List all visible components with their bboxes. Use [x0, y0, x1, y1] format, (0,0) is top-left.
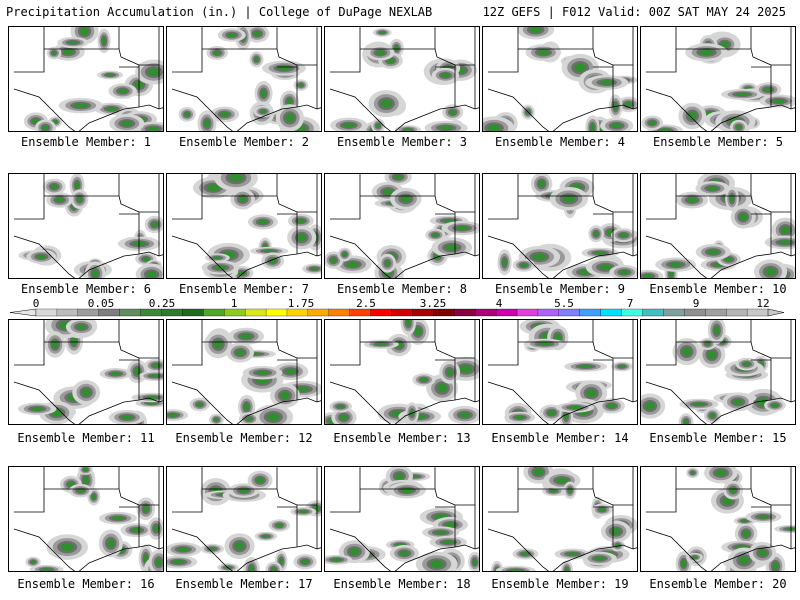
ensemble-member-map: [8, 319, 164, 425]
ensemble-member-map: [166, 319, 322, 425]
ensemble-member-map: [324, 466, 480, 572]
colorbar-swatch: [516, 308, 539, 317]
colorbar-tick-label: 0.25: [148, 297, 176, 310]
colorbar-swatch: [412, 308, 434, 317]
ensemble-member-map: [640, 319, 796, 425]
ensemble-member-label: Ensemble Member: 17: [175, 577, 313, 591]
ensemble-member-label: Ensemble Member: 11: [17, 431, 155, 445]
colorbar-tick-label: 0: [32, 297, 40, 310]
colorbar-swatch: [286, 308, 309, 317]
ensemble-member-map: [8, 466, 164, 572]
colorbar-swatch: [663, 308, 685, 317]
colorbar-swatch: [705, 308, 727, 317]
ensemble-member-label: Ensemble Member: 5: [652, 135, 784, 149]
colorbar-swatch: [746, 308, 769, 317]
ensemble-member-map: [8, 173, 164, 279]
colorbar-tick-label: 9: [692, 297, 700, 310]
ensemble-member-map: [166, 466, 322, 572]
precip-colorbar: [9, 308, 785, 317]
colorbar-swatch: [391, 308, 413, 317]
ensemble-member-label: Ensemble Member: 7: [178, 282, 310, 296]
ensemble-member-label: Ensemble Member: 20: [649, 577, 787, 591]
colorbar-swatch: [370, 308, 392, 317]
colorbar-swatch: [224, 308, 246, 317]
colorbar-swatch: [77, 308, 100, 317]
ensemble-member-label: Ensemble Member: 4: [494, 135, 626, 149]
colorbar-swatch: [140, 308, 162, 317]
colorbar-swatch: [244, 308, 267, 317]
ensemble-member-map: [324, 173, 480, 279]
colorbar-swatch: [182, 308, 204, 317]
ensemble-member-map: [324, 319, 480, 425]
colorbar-swatch: [642, 308, 664, 317]
ensemble-member-map: [324, 26, 480, 132]
colorbar-swatch: [579, 308, 602, 317]
colorbar-swatch: [203, 308, 225, 317]
ensemble-member-map: [8, 26, 164, 132]
colorbar-tick-label: 7: [626, 297, 634, 310]
ensemble-member-label: Ensemble Member: 14: [491, 431, 629, 445]
colorbar-swatch: [495, 308, 518, 317]
ensemble-member-label: Ensemble Member: 3: [336, 135, 468, 149]
ensemble-member-map: [166, 26, 322, 132]
ensemble-member-map: [482, 26, 638, 132]
colorbar-swatch: [328, 308, 351, 317]
colorbar-swatch: [558, 308, 581, 317]
colorbar-swatch: [726, 308, 748, 317]
ensemble-member-label: Ensemble Member: 2: [178, 135, 310, 149]
colorbar-tick-label: 2.5: [356, 297, 376, 310]
ensemble-member-map: [482, 466, 638, 572]
ensemble-member-label: Ensemble Member: 13: [333, 431, 471, 445]
colorbar-swatch: [621, 308, 643, 317]
colorbar-tick-label: 12: [756, 297, 770, 310]
colorbar-swatch: [265, 308, 288, 317]
colorbar-swatch: [600, 308, 623, 317]
ensemble-member-map: [640, 173, 796, 279]
colorbar-tick-label: 0.05: [87, 297, 115, 310]
colorbar-tick-label: 4: [495, 297, 503, 310]
colorbar-swatch: [537, 308, 560, 317]
ensemble-member-map: [640, 26, 796, 132]
colorbar-swatch: [35, 308, 58, 317]
colorbar-tick-label: 3.25: [419, 297, 447, 310]
ensemble-member-label: Ensemble Member: 19: [491, 577, 629, 591]
ensemble-member-label: Ensemble Member: 10: [649, 282, 787, 296]
colorbar-swatch: [475, 308, 497, 317]
ensemble-member-label: Ensemble Member: 16: [17, 577, 155, 591]
colorbar-swatch: [98, 308, 121, 317]
ensemble-member-label: Ensemble Member: 12: [175, 431, 313, 445]
ensemble-member-label: Ensemble Member: 6: [20, 282, 152, 296]
ensemble-member-label: Ensemble Member: 8: [336, 282, 468, 296]
colorbar-tick-label: 5.5: [554, 297, 574, 310]
map-title: Precipitation Accumulation (in.) | Colle…: [6, 5, 433, 19]
colorbar-swatch: [56, 308, 79, 317]
colorbar-swatch: [307, 308, 330, 317]
ensemble-member-label: Ensemble Member: 9: [494, 282, 626, 296]
valid-time: 12Z GEFS | F012 Valid: 00Z SAT MAY 24 20…: [482, 5, 786, 19]
colorbar-swatch: [433, 308, 455, 317]
ensemble-member-label: Ensemble Member: 1: [20, 135, 152, 149]
colorbar-tick-label: 1: [230, 297, 238, 310]
colorbar-left-arrow: [9, 308, 37, 317]
ensemble-member-label: Ensemble Member: 18: [333, 577, 471, 591]
colorbar-swatch: [454, 308, 476, 317]
colorbar-swatch: [119, 308, 142, 317]
ensemble-member-map: [640, 466, 796, 572]
colorbar-swatch: [161, 308, 183, 317]
colorbar-right-arrow: [767, 308, 785, 317]
ensemble-member-map: [482, 173, 638, 279]
ensemble-member-map: [166, 173, 322, 279]
colorbar-tick-label: 1.75: [287, 297, 315, 310]
ensemble-member-map: [482, 319, 638, 425]
ensemble-member-label: Ensemble Member: 15: [649, 431, 787, 445]
colorbar-swatch: [684, 308, 706, 317]
colorbar-swatch: [349, 308, 372, 317]
